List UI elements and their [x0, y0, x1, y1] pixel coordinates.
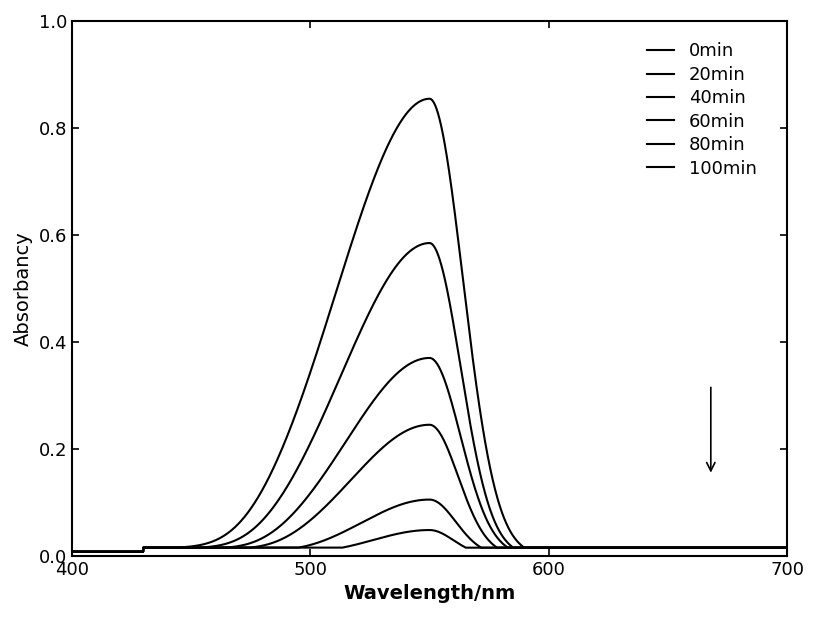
0min	[782, 544, 792, 552]
100min	[67, 548, 77, 555]
Line: 40min: 40min	[72, 358, 787, 552]
20min	[372, 294, 382, 301]
80min	[782, 544, 792, 552]
40min	[191, 544, 200, 552]
80min	[372, 511, 382, 518]
60min	[425, 421, 434, 428]
80min	[341, 527, 351, 534]
Line: 0min: 0min	[72, 99, 787, 552]
60min	[191, 544, 200, 552]
40min	[425, 354, 434, 362]
Line: 100min: 100min	[72, 530, 787, 552]
100min	[191, 544, 200, 552]
0min	[149, 544, 159, 552]
100min	[149, 544, 159, 552]
40min	[67, 548, 77, 555]
60min	[341, 481, 351, 489]
80min	[191, 544, 200, 552]
20min	[782, 544, 792, 552]
80min	[67, 548, 77, 555]
80min	[768, 544, 778, 552]
0min	[425, 95, 434, 102]
X-axis label: Wavelength/nm: Wavelength/nm	[344, 584, 515, 603]
0min	[341, 257, 351, 264]
40min	[372, 392, 382, 400]
40min	[782, 544, 792, 552]
20min	[691, 544, 701, 552]
0min	[768, 544, 778, 552]
Line: 60min: 60min	[72, 424, 787, 552]
0min	[691, 544, 701, 552]
100min	[782, 544, 792, 552]
Line: 80min: 80min	[72, 500, 787, 552]
60min	[372, 449, 382, 457]
40min	[149, 544, 159, 552]
100min	[425, 526, 434, 534]
Line: 20min: 20min	[72, 243, 787, 552]
80min	[425, 496, 434, 503]
0min	[67, 548, 77, 555]
80min	[691, 544, 701, 552]
20min	[768, 544, 778, 552]
100min	[372, 535, 382, 542]
40min	[691, 544, 701, 552]
20min	[341, 360, 351, 367]
20min	[67, 548, 77, 555]
0min	[372, 167, 382, 174]
60min	[782, 544, 792, 552]
Legend: 0min, 20min, 40min, 60min, 80min, 100min: 0min, 20min, 40min, 60min, 80min, 100min	[640, 35, 764, 185]
40min	[768, 544, 778, 552]
80min	[149, 544, 159, 552]
Y-axis label: Absorbancy: Absorbancy	[14, 231, 33, 346]
100min	[341, 543, 351, 550]
60min	[149, 544, 159, 552]
20min	[149, 544, 159, 552]
60min	[768, 544, 778, 552]
0min	[191, 542, 200, 550]
60min	[67, 548, 77, 555]
20min	[191, 544, 200, 552]
60min	[691, 544, 701, 552]
20min	[425, 239, 434, 247]
100min	[768, 544, 778, 552]
100min	[691, 544, 701, 552]
40min	[341, 437, 351, 445]
